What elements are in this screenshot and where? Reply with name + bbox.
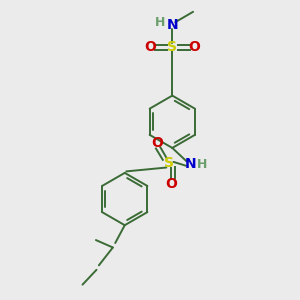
Text: S: S: [164, 156, 174, 170]
Text: O: O: [165, 177, 177, 191]
Text: S: S: [167, 40, 177, 55]
Text: H: H: [155, 16, 166, 29]
Text: O: O: [189, 40, 200, 55]
Text: O: O: [152, 136, 164, 150]
Text: H: H: [197, 158, 207, 171]
Text: N: N: [184, 157, 196, 171]
Text: O: O: [144, 40, 156, 55]
Text: N: N: [167, 18, 178, 32]
